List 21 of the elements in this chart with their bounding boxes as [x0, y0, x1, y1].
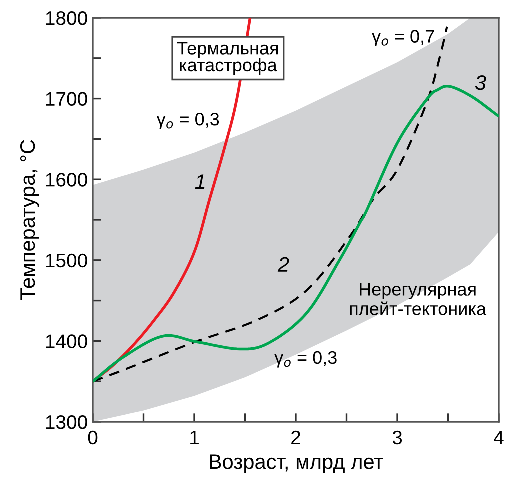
annotation: 2: [278, 257, 290, 272]
y-tick-label: 1700: [46, 92, 88, 106]
annotation: Термальная катастрофа: [177, 42, 278, 76]
y-tick-label: 1600: [46, 173, 88, 187]
x-tick-label: 0: [88, 430, 98, 445]
x-tick-label: 4: [494, 431, 504, 444]
x-tick-label: 1: [190, 431, 199, 444]
y-tick-label: 1500: [46, 254, 88, 268]
y-tick-label: 1800: [46, 11, 88, 26]
x-tick-label: 2: [292, 430, 300, 444]
annotation: 1: [195, 174, 205, 190]
y-axis-title: Температура, °C: [20, 140, 40, 300]
annotation: γ$_{o}$ = 0,3: [156, 113, 220, 130]
y-tick-label: 1300: [46, 415, 88, 430]
annotation: 3: [475, 76, 486, 90]
annotation: Нерегулярная плейт-тектоника: [350, 283, 487, 316]
x-tick-label: 3: [392, 430, 402, 445]
annotation: γ$_{o}$ = 0,7: [372, 30, 434, 47]
annotation: γ$_{o}$ = 0,3: [274, 351, 337, 368]
y-tick-label: 1400: [46, 334, 88, 348]
x-axis-title: Возраст, млрд лет: [210, 454, 384, 474]
